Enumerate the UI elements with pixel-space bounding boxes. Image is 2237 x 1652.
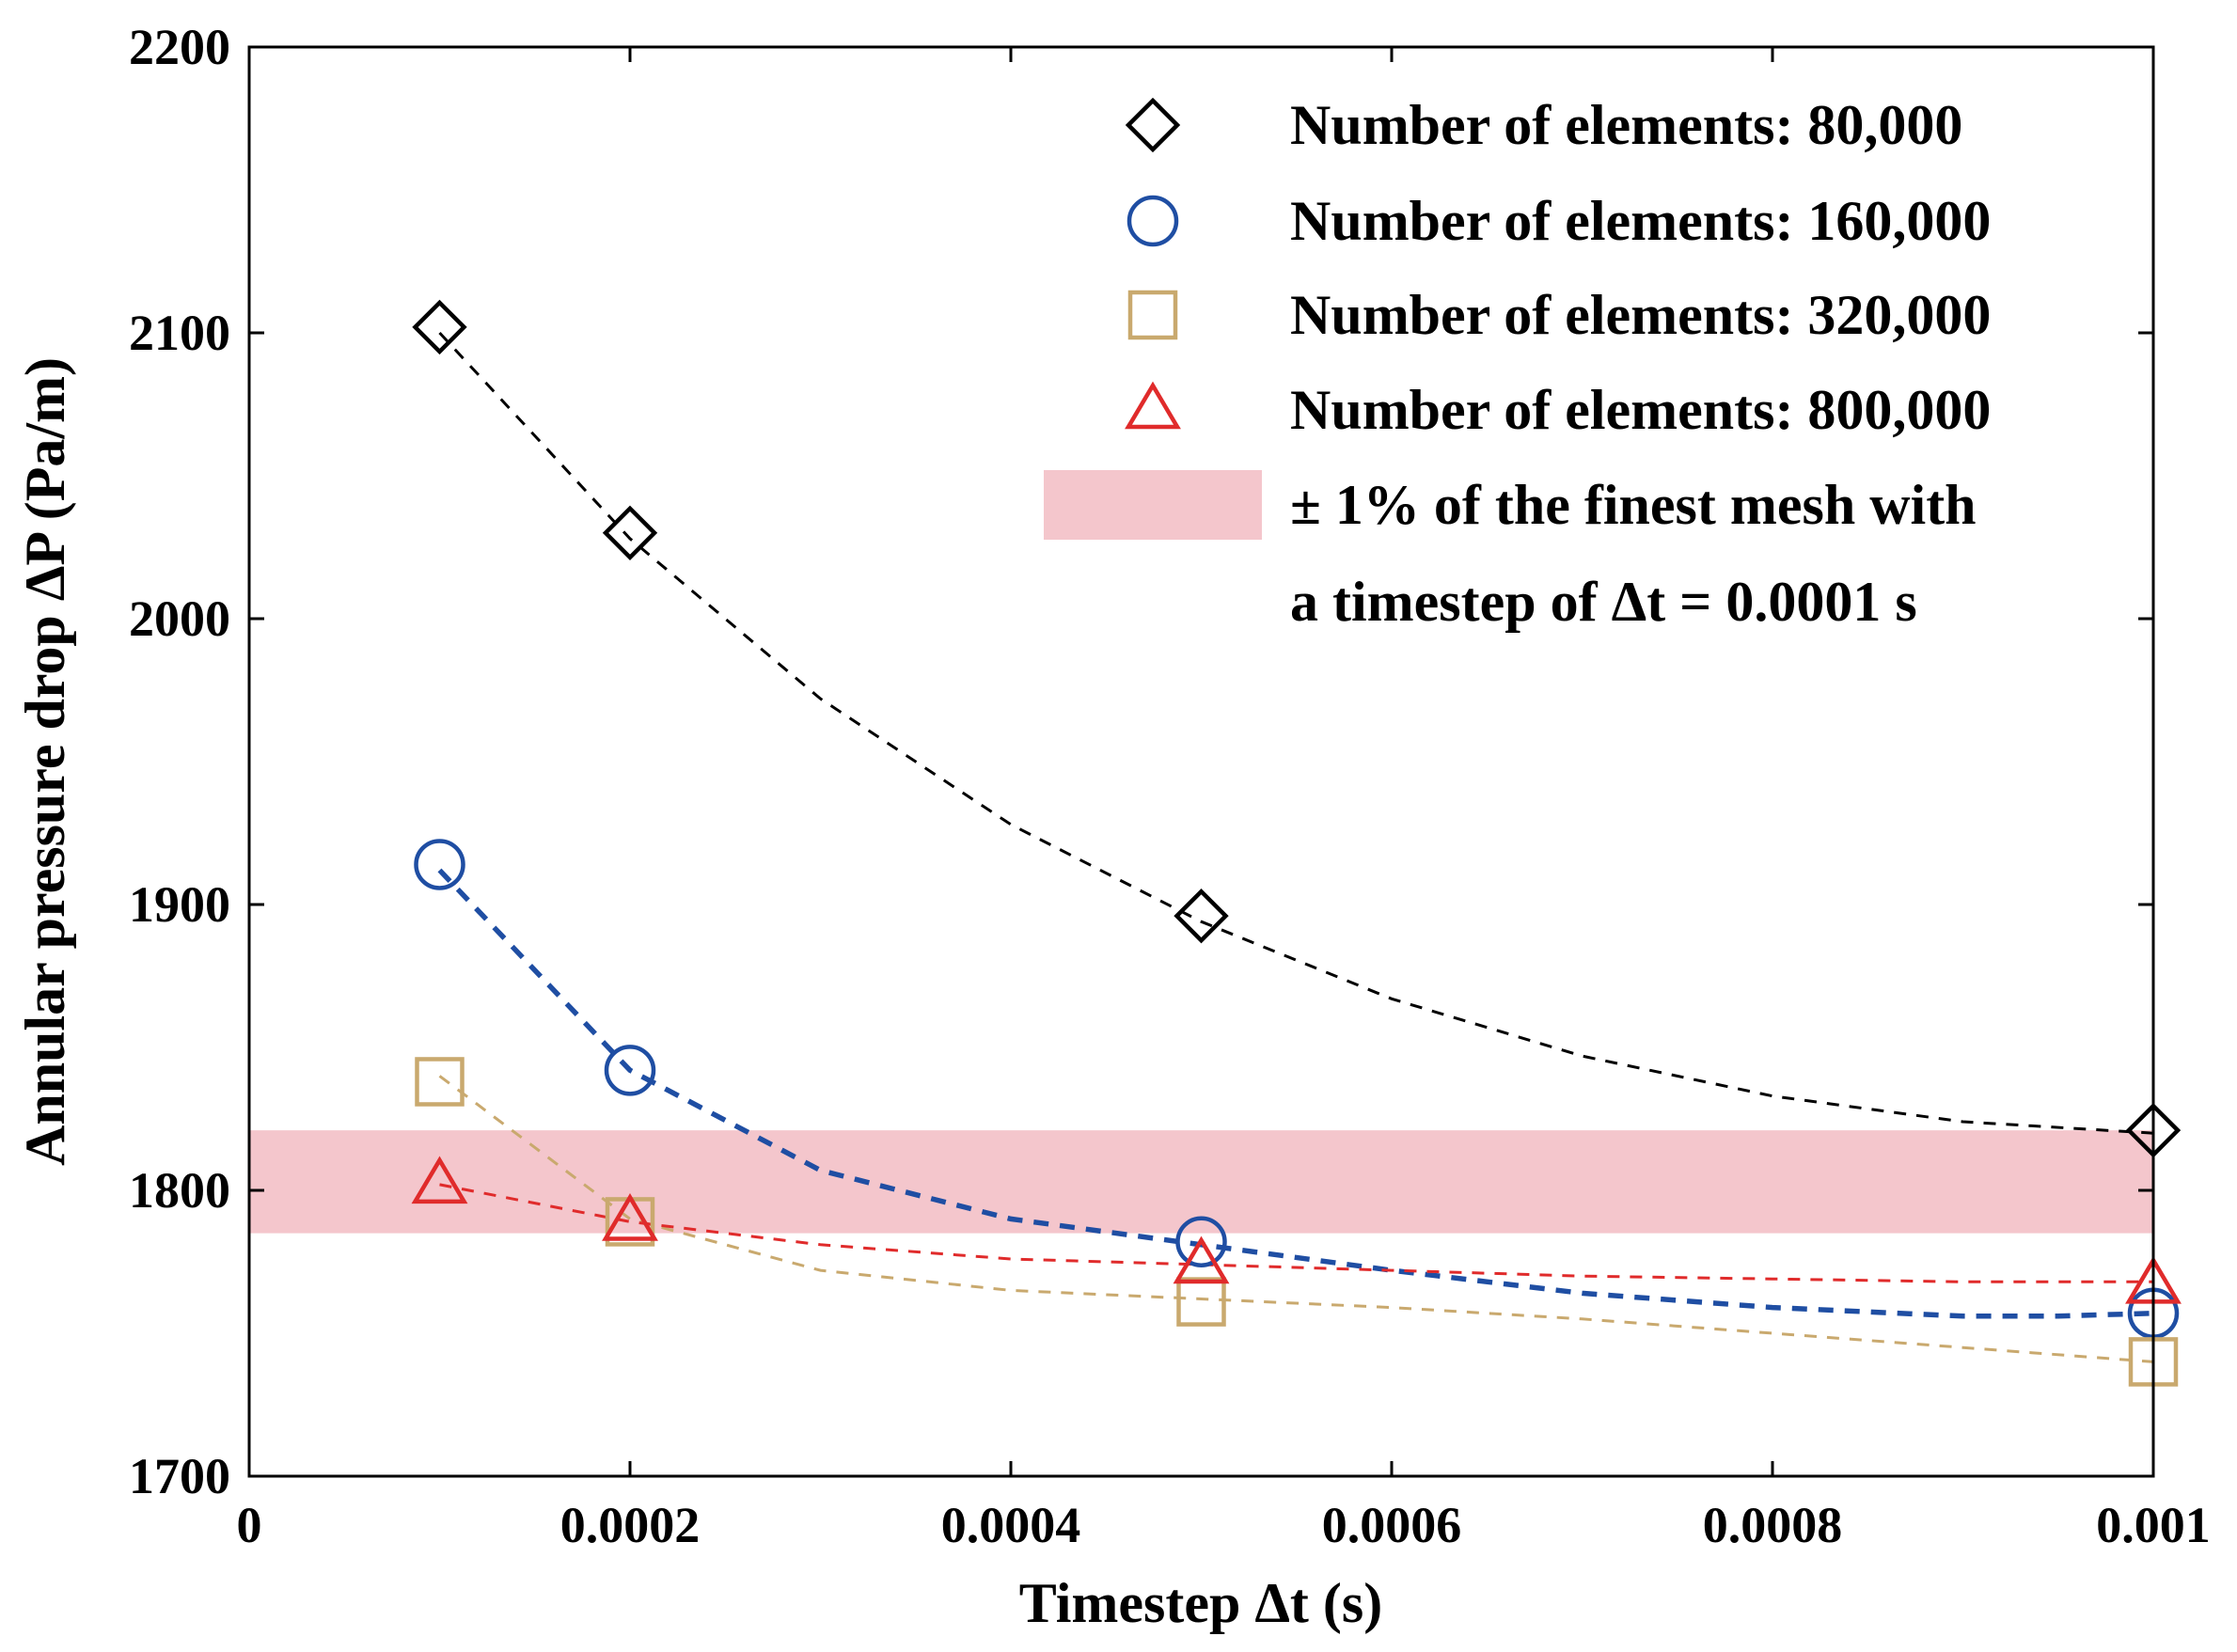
data-point-diamond [412,299,467,355]
legend-marker-diamond [1125,97,1181,153]
y-tick-label: 1800 [129,1162,230,1219]
tolerance-band-layer [249,1130,2153,1234]
data-point-triangle [1173,1235,1230,1284]
data-point-square [415,1057,465,1107]
x-tick-label: 0.0008 [1703,1497,1843,1553]
y-tick-label: 1900 [129,876,230,933]
data-point-circle [604,1045,656,1096]
x-tick-label: 0.0004 [941,1497,1081,1553]
legend-label: Number of elements: 160,000 [1290,190,1991,252]
fit-curves-layer [437,331,2154,1363]
data-markers-layer [411,299,2182,1387]
axis-ticks-layer: 0 0.0002 0.0004 0.0006 0.0008 0.001 1700 1800 19… [129,19,2211,1553]
legend-band-swatch [1044,470,1262,540]
legend-marker-square [1127,290,1178,340]
fit-curve-diamond [438,331,2154,1135]
fit-curve-triangle [439,1183,2153,1283]
legend-marker-triangle [1125,381,1181,430]
legend-band-label-line1: ± 1% of the finest mesh with [1290,474,1977,536]
data-point-triangle [411,1156,468,1204]
x-axis-label: Timestep Δt (s) [1019,1572,1382,1634]
legend-label: Number of elements: 80,000 [1290,94,1962,156]
y-axis-label: Annular pressure drop ΔP (Pa/m) [14,357,76,1166]
plot-frame [247,45,2155,1478]
data-point-square [1176,1277,1226,1327]
x-tick-label: 0.001 [2096,1497,2211,1553]
fit-curve-square [438,1075,2154,1363]
y-tick-label: 2100 [129,305,230,361]
legend-band-label-line2: a timestep of Δt = 0.0001 s [1290,571,1917,633]
y-tick-label: 1700 [129,1448,230,1504]
x-tick-label: 0.0006 [1322,1497,1462,1553]
fit-curve-circle [437,868,2154,1319]
legend-label: Number of elements: 320,000 [1290,284,1991,346]
data-point-circle [414,839,465,890]
legend-label: Number of elements: 800,000 [1290,379,1991,441]
legend: Number of elements: 80,000 Number of elem… [1044,94,1991,633]
legend-marker-circle [1126,195,1179,247]
x-tick-label: 0 [237,1497,262,1553]
x-tick-label: 0.0002 [560,1497,701,1553]
data-point-circle [1175,1216,1227,1267]
data-point-triangle [602,1193,658,1241]
y-tick-label: 2200 [129,19,230,75]
y-tick-label: 2000 [129,590,230,647]
data-point-diamond [602,505,658,560]
data-point-diamond [1174,888,1229,944]
tolerance-band [249,1130,2153,1234]
